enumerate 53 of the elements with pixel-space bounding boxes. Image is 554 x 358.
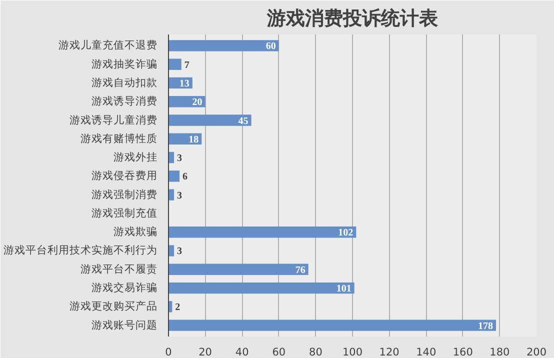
bar	[168, 264, 308, 275]
x-tick-label: 20	[198, 346, 212, 358]
x-tick-label: 180	[490, 346, 510, 358]
data-label: 6	[182, 172, 188, 183]
y-tick-label: 游戏交易诈骗	[92, 281, 158, 294]
y-tick-label: 游戏更改购买产品	[70, 300, 158, 313]
x-tick-label: 160	[452, 346, 473, 358]
data-label: 7	[184, 60, 190, 71]
x-tick-label: 140	[416, 346, 436, 358]
data-label: 45	[238, 116, 248, 127]
y-tick-label: 游戏有赌博性质	[80, 132, 158, 145]
data-label: 60	[266, 41, 276, 52]
x-tick-label: 60	[272, 346, 286, 358]
x-tick-label: 100	[342, 346, 363, 358]
data-label: 3	[177, 246, 182, 258]
bar	[168, 58, 182, 70]
bar	[168, 245, 174, 256]
bar	[168, 114, 252, 126]
data-label: 178	[478, 320, 494, 332]
y-tick-label: 游戏诱导儿童消费	[70, 113, 158, 126]
y-tick-label: 游戏儿童充值不退费	[58, 38, 158, 52]
data-label: 2	[175, 302, 180, 314]
y-tick-label: 游戏侵吞费用	[92, 169, 158, 182]
data-label: 13	[179, 78, 190, 90]
bar	[168, 40, 279, 52]
data-label: 18	[188, 134, 199, 146]
x-tick-label: 120	[379, 346, 400, 358]
data-label: 20	[192, 97, 202, 108]
data-label: 3	[177, 190, 182, 202]
x-tick-label: 0	[165, 346, 172, 358]
y-tick-label: 游戏诱导消费	[92, 94, 158, 108]
y-tick-label: 游戏平台利用技术实施不利行为	[4, 244, 158, 257]
x-tick-label: 80	[309, 346, 322, 358]
bar	[168, 170, 180, 182]
y-tick-label: 游戏账号问题	[92, 318, 158, 332]
x-tick-label: 40	[235, 346, 249, 358]
data-label: 102	[338, 228, 354, 239]
data-label: 3	[177, 153, 182, 164]
bar	[168, 189, 174, 200]
bar	[168, 320, 496, 331]
y-tick-label: 游戏自动扣款	[92, 76, 158, 89]
data-label: 101	[336, 284, 352, 295]
y-tick-label: 游戏外挂	[114, 150, 158, 164]
y-tick-label: 游戏平台不履责	[80, 262, 158, 276]
y-tick-label: 游戏抽奖诈骗	[92, 57, 158, 70]
y-tick-label: 游戏强制充值	[92, 206, 158, 220]
data-label: 76	[295, 264, 306, 276]
y-tick-label: 游戏欺骗	[114, 225, 158, 238]
chart-title: 游戏消费投诉统计表	[266, 8, 439, 30]
bar	[168, 226, 356, 238]
x-tick-label: 200	[526, 346, 547, 358]
bar	[168, 282, 354, 294]
y-tick-label: 游戏强制消费	[92, 188, 158, 201]
